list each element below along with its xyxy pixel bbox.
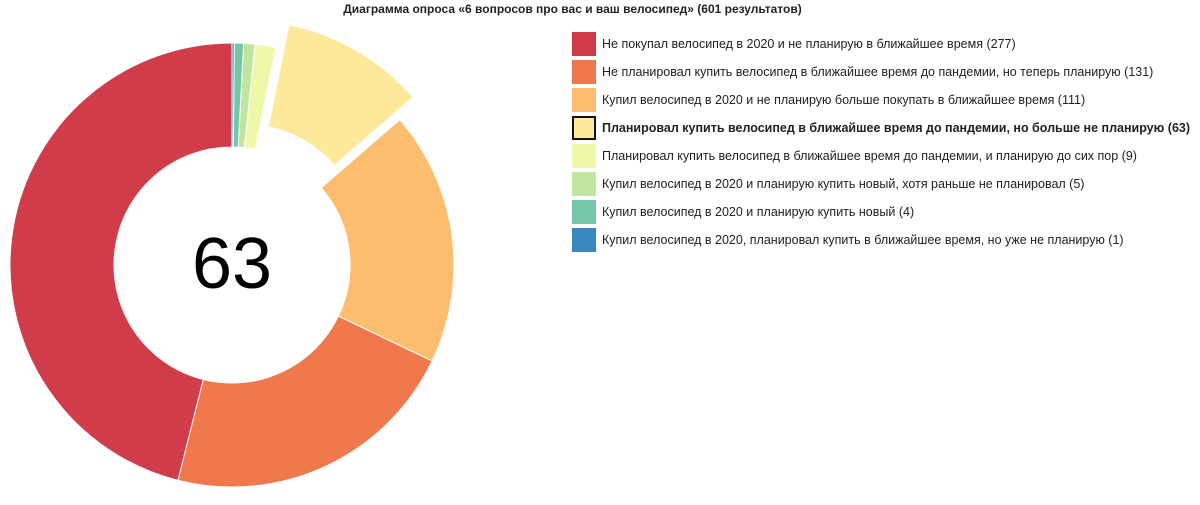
legend-label: Купил велосипед в 2020 и планирую купить… xyxy=(602,205,915,219)
legend-swatch xyxy=(572,32,596,56)
legend-label: Купил велосипед в 2020 и планирую купить… xyxy=(602,177,1085,191)
donut-slice-5[interactable] xyxy=(243,43,277,150)
legend-swatch xyxy=(572,172,596,196)
legend-swatch xyxy=(572,144,596,168)
donut-slice-3[interactable] xyxy=(320,118,455,362)
donut-slice-4[interactable] xyxy=(267,24,414,167)
legend-item-7[interactable]: Купил велосипед в 2020 и планирую купить… xyxy=(572,198,1192,226)
legend-item-8[interactable]: Купил велосипед в 2020, планировал купит… xyxy=(572,226,1192,254)
donut-slice-8[interactable] xyxy=(231,42,235,148)
legend-item-4[interactable]: Планировал купить велосипед в ближайшее … xyxy=(572,114,1192,142)
legend-swatch xyxy=(572,60,596,84)
legend-item-1[interactable]: Не покупал велосипед в 2020 и не планиру… xyxy=(572,30,1192,58)
donut-slices xyxy=(9,24,455,488)
chart-title: Диаграмма опроса «6 вопросов про вас и в… xyxy=(343,2,802,16)
center-value: 63 xyxy=(192,224,272,304)
legend-label: Купил велосипед в 2020 и не планирую бол… xyxy=(602,93,1086,107)
legend-swatch xyxy=(572,200,596,224)
legend-item-5[interactable]: Планировал купить велосипед в ближайшее … xyxy=(572,142,1192,170)
legend-label: Не покупал велосипед в 2020 и не планиру… xyxy=(602,37,1016,51)
legend-item-2[interactable]: Не планировал купить велосипед в ближайш… xyxy=(572,58,1192,86)
legend-label: Не планировал купить велосипед в ближайш… xyxy=(602,65,1154,79)
legend-label: Планировал купить велосипед в ближайшее … xyxy=(602,149,1137,163)
legend-swatch xyxy=(572,116,596,140)
donut-slice-2[interactable] xyxy=(177,315,433,488)
donut-chart: 63 xyxy=(9,24,455,488)
legend-label: Купил велосипед в 2020, планировал купит… xyxy=(602,233,1124,247)
legend: Не покупал велосипед в 2020 и не планиру… xyxy=(572,30,1192,254)
legend-item-3[interactable]: Купил велосипед в 2020 и не планирую бол… xyxy=(572,86,1192,114)
legend-swatch xyxy=(572,88,596,112)
legend-item-6[interactable]: Купил велосипед в 2020 и планирую купить… xyxy=(572,170,1192,198)
legend-label: Планировал купить велосипед в ближайшее … xyxy=(602,121,1191,135)
donut-slice-1[interactable] xyxy=(9,42,233,481)
legend-swatch xyxy=(572,228,596,252)
